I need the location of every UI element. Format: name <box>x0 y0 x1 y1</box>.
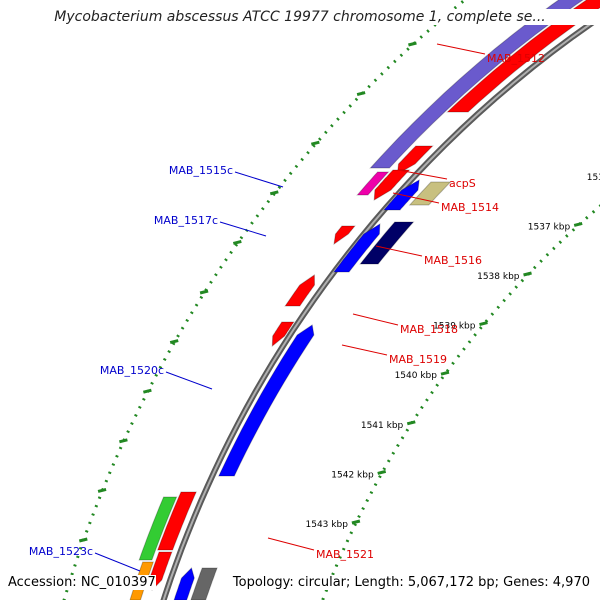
tick-mark-outer <box>310 140 320 146</box>
track-green <box>138 496 178 561</box>
tick-mark-outer <box>232 239 242 245</box>
tick-mark <box>440 370 450 376</box>
gene-label-forward[interactable]: MAB_1521 <box>316 548 374 561</box>
gene-label-reverse[interactable]: MAB_1515c <box>169 164 233 177</box>
leader-line <box>219 221 267 237</box>
scale-ticks: 1533 kbp1534 kbp1535 kbp1536 kbp1537 kbp… <box>62 0 600 600</box>
map-title: Mycobacterium abscessus ATCC 19977 chrom… <box>0 9 600 25</box>
gene-blue-2 <box>333 223 381 273</box>
tick-mark-outer <box>199 289 209 295</box>
track-purple <box>369 0 584 169</box>
topology-text: Topology: circular; Length: 5,067,172 bp… <box>232 575 590 590</box>
inner-dotted-scale <box>321 204 600 600</box>
leader-line <box>341 344 388 356</box>
tick-mark <box>523 271 532 277</box>
leader-line <box>436 43 486 55</box>
tick-label: 1538 kbp <box>477 272 520 282</box>
gene-mab-1523c <box>190 567 218 600</box>
gene-label-forward[interactable]: MAB_1512 <box>487 52 545 65</box>
gene-mab-1517c <box>359 221 415 265</box>
tick-mark-outer <box>356 91 366 97</box>
gene-label-forward[interactable]: MAB_1518 <box>400 323 458 336</box>
tick-label: 1536 kbp <box>587 173 600 183</box>
leader-line <box>352 313 399 326</box>
tick-mark-outer <box>119 438 128 444</box>
tick-mark-outer <box>408 41 417 47</box>
accession-text: Accession: NC_010397 <box>8 575 156 590</box>
gene-label-reverse[interactable]: MAB_1520c <box>100 364 164 377</box>
gene-label-forward[interactable]: MAB_1519 <box>389 353 447 366</box>
tick-label: 1540 kbp <box>395 371 438 381</box>
tick-mark <box>479 321 488 327</box>
tick-label: 1537 kbp <box>528 222 571 232</box>
gene-small-1 <box>396 145 434 175</box>
leader-line <box>397 169 448 180</box>
leader-line <box>165 371 213 390</box>
outer-dotted-scale <box>62 0 468 600</box>
tick-mark <box>377 469 387 475</box>
gene-label-forward[interactable]: acpS <box>449 177 476 190</box>
leader-line <box>94 552 141 572</box>
genes <box>129 0 600 600</box>
tick-label: 1543 kbp <box>306 520 349 530</box>
gene-acps <box>373 169 411 201</box>
gene-labels: MAB_1512 acpS MAB_1514 MAB_1516 MAB_1518 MAB_… <box>29 43 545 572</box>
tick-mark-outer <box>78 537 88 543</box>
tick-label: 1542 kbp <box>331 470 374 480</box>
backbone-highlight <box>162 16 600 600</box>
gene-mab-1514 <box>356 171 390 196</box>
gene-mab-1516 <box>333 225 356 246</box>
tick-mark <box>351 519 361 525</box>
gene-mab-1518 <box>284 274 316 307</box>
gene-blue-3 <box>173 567 195 600</box>
tick-label: 1539 kbp <box>433 322 476 332</box>
tick-mark <box>573 221 583 227</box>
gene-mab-1520c <box>218 324 315 477</box>
gene-mab-1521 <box>156 491 197 551</box>
gene-mab-1512 <box>446 0 600 113</box>
gene-label-forward[interactable]: MAB_1516 <box>424 254 482 267</box>
gene-label-reverse[interactable]: MAB_1517c <box>154 214 218 227</box>
tick-mark-outer <box>143 388 152 394</box>
leader-line <box>267 537 315 551</box>
gene-label-reverse[interactable]: MAB_1523c <box>29 545 93 558</box>
backbone-outline <box>160 13 600 600</box>
tick-label: 1541 kbp <box>361 421 404 431</box>
tick-mark-outer <box>169 339 179 345</box>
chromosome-backbone <box>160 13 600 600</box>
tick-mark <box>406 420 416 426</box>
tick-mark-outer <box>269 190 279 196</box>
tick-mark-outer <box>97 487 107 493</box>
gene-label-forward[interactable]: MAB_1514 <box>441 201 499 214</box>
leader-line <box>375 245 423 257</box>
gene-mab-1519 <box>271 321 295 348</box>
leader-line <box>234 171 284 188</box>
leader-line <box>392 192 440 204</box>
